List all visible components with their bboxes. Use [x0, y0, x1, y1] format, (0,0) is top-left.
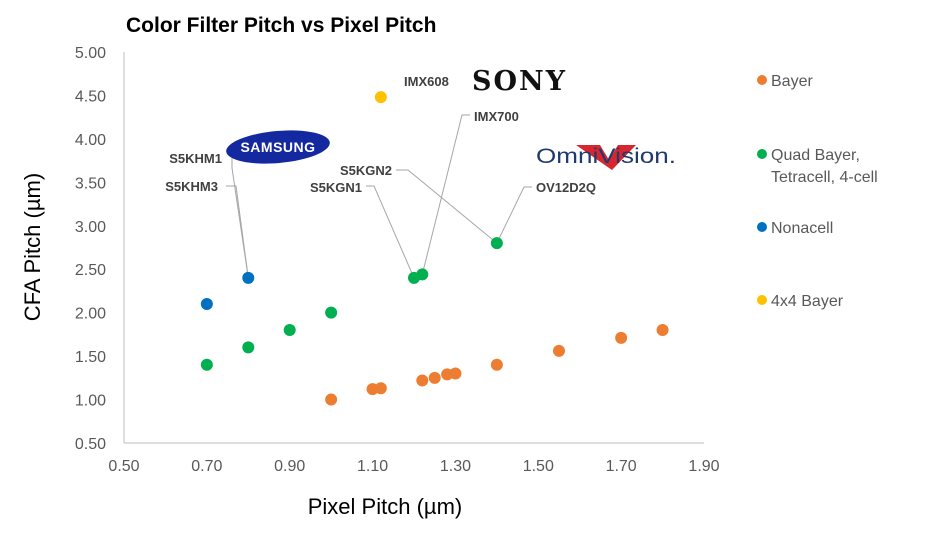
y-tick-label: 3.00 [75, 219, 106, 236]
x-tick-labels: 0.50 0.70 0.90 1.10 1.30 1.50 1.70 1.90 [108, 458, 719, 475]
x-tick-label: 1.90 [688, 458, 719, 475]
data-point [374, 91, 387, 104]
x-tick-label: 1.50 [523, 458, 554, 475]
legend-label: Quad Bayer, [771, 147, 860, 164]
x-axis-title: Pixel Pitch (µm) [308, 494, 462, 519]
y-tick-label: 1.50 [75, 349, 106, 366]
data-point [490, 358, 503, 371]
annotation-label: OV12D2Q [536, 180, 596, 195]
y-tick-label: 4.50 [75, 88, 106, 105]
y-tick-label: 3.50 [75, 175, 106, 192]
annotation-label: S5KHM1 [169, 151, 222, 166]
x-tick-label: 0.90 [274, 458, 305, 475]
annotation-leader-line [366, 185, 415, 279]
data-point [416, 268, 429, 281]
data-point [325, 393, 338, 406]
legend-label: 4x4 Bayer [771, 293, 844, 310]
data-point [242, 271, 255, 284]
data-points [200, 91, 669, 406]
legend: Bayer Quad Bayer, Tetracell, 4-cell Nonacel… [757, 73, 878, 310]
x-tick-label: 0.70 [191, 458, 222, 475]
samsung-logo: SAMSUNG [226, 130, 330, 164]
data-point [490, 237, 503, 250]
samsung-logo-text: SAMSUNG [240, 139, 315, 155]
data-point [656, 324, 669, 337]
annotation-label: S5KGN1 [310, 180, 362, 195]
annotation-leader-line [396, 169, 498, 244]
x-tick-label: 1.30 [440, 458, 471, 475]
legend-marker [757, 75, 767, 85]
data-point [428, 371, 441, 384]
data-point [200, 297, 213, 310]
legend-label: Bayer [771, 73, 813, 90]
data-point [242, 341, 255, 354]
y-tick-label: 4.00 [75, 132, 106, 149]
annotation-label: S5KHM3 [165, 179, 218, 194]
legend-label: Tetracell, 4-cell [771, 169, 878, 186]
data-point [200, 358, 213, 371]
annotation-leader-line [231, 158, 249, 278]
y-tick-label: 1.00 [75, 393, 106, 410]
annotation-label: IMX700 [474, 109, 519, 124]
data-point [615, 331, 628, 344]
annotation-leader-line [496, 186, 532, 244]
y-axis-title: CFA Pitch (µm) [20, 173, 45, 321]
sony-logo: SONY [472, 66, 567, 97]
annotation-leader-line [421, 114, 470, 275]
sony-logo-text: SONY [472, 66, 567, 97]
x-tick-label: 1.70 [606, 458, 637, 475]
chart-title: Color Filter Pitch vs Pixel Pitch [126, 14, 436, 37]
y-tick-label: 2.50 [75, 262, 106, 279]
y-tick-label: 2.00 [75, 306, 106, 323]
annotation-label: IMX608 [404, 74, 449, 89]
omnivision-logo-text: OmniVision. [536, 145, 676, 168]
annotation-label: S5KGN2 [340, 163, 392, 178]
data-point [283, 324, 296, 337]
data-point [374, 382, 387, 395]
annotation-leader-line [226, 185, 249, 278]
data-point [325, 306, 338, 319]
data-point [416, 374, 429, 387]
legend-label: Nonacell [771, 220, 833, 237]
legend-marker [757, 149, 767, 159]
y-tick-label: 0.50 [75, 436, 106, 453]
y-tick-label: 5.00 [75, 45, 106, 62]
x-tick-label: 0.50 [108, 458, 139, 475]
legend-marker [757, 295, 767, 305]
omnivision-logo: OmniVision. [536, 145, 676, 170]
data-point [449, 367, 462, 380]
legend-marker [757, 222, 767, 232]
data-point [553, 344, 565, 357]
y-tick-labels: 0.50 1.00 1.50 2.00 2.50 3.00 3.50 4.00 4.50 5.00 [75, 45, 106, 453]
x-tick-label: 1.10 [357, 458, 388, 475]
annotations: IMX608 IMX700 S5KHM1 S5KHM3 S5KGN2 S5KGN1 OV12… [165, 74, 596, 279]
